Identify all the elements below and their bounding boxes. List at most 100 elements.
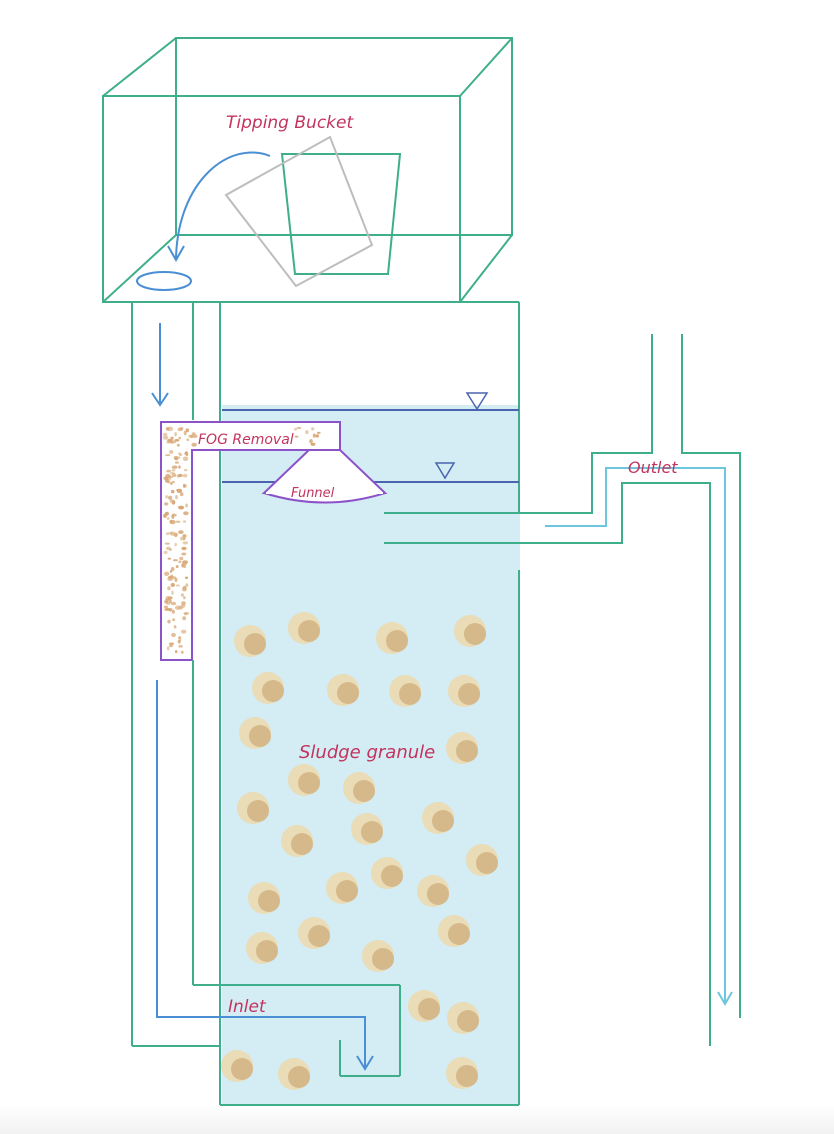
outlet-pipe <box>384 334 741 1046</box>
sludge-granule <box>446 732 478 764</box>
sludge-granule <box>239 717 271 749</box>
fog-particle <box>178 452 181 455</box>
sludge-granule <box>362 940 394 972</box>
sludge-granule <box>351 813 383 845</box>
fog-particles <box>162 426 321 654</box>
outlet-flow-arrow <box>545 467 733 1006</box>
fog-particle <box>179 426 184 430</box>
fog-particle <box>183 430 187 436</box>
fog-particle <box>165 477 172 481</box>
fog-particle <box>182 473 188 478</box>
fog-particle <box>162 432 168 437</box>
fog-particle <box>173 625 177 629</box>
tipping-flow-arrow <box>167 151 271 263</box>
fog-particle <box>168 642 174 646</box>
fog-particle <box>182 520 187 523</box>
fog-particle <box>183 596 186 600</box>
sludge-granule <box>237 792 269 824</box>
fog-particle <box>185 503 188 508</box>
sludge-granule <box>234 625 266 657</box>
fog-particle <box>163 605 169 609</box>
fog-particle <box>181 546 187 551</box>
fog-particle <box>178 436 182 440</box>
fog-particle <box>175 520 181 523</box>
page-footer-band <box>0 1104 834 1134</box>
sludge-granule <box>446 1057 478 1089</box>
sludge-granule <box>326 872 358 904</box>
fog-particle <box>164 571 170 576</box>
sludge-granule <box>371 857 403 889</box>
fog-particle <box>185 428 189 433</box>
fog-particle <box>175 456 181 459</box>
fog-particle <box>173 559 178 562</box>
fog-particle <box>175 495 178 500</box>
fog-particle <box>170 489 175 494</box>
fog-particle <box>164 502 169 506</box>
fog-particle <box>183 511 189 516</box>
inlet-flow-arrow <box>156 680 374 1071</box>
down-flow-arrow <box>151 323 169 407</box>
fog-particle <box>178 560 182 564</box>
sludge-granules <box>221 612 498 1090</box>
fog-particle <box>178 465 181 469</box>
tipping-bucket-label: Tipping Bucket <box>226 113 354 133</box>
fog-particle <box>191 434 198 439</box>
sludge-granule <box>466 844 498 876</box>
fog-particle <box>165 474 171 479</box>
fog-removal-tube <box>160 421 341 661</box>
sludge-granule <box>389 675 421 707</box>
sludge-granule <box>408 990 440 1022</box>
fog-particle <box>175 650 178 654</box>
inlet-label: Inlet <box>228 997 267 1017</box>
fog-particle <box>178 606 184 610</box>
sludge-granule <box>221 1050 253 1082</box>
fog-particle <box>165 532 169 536</box>
sludge-granule <box>448 675 480 707</box>
sludge-granule <box>454 615 486 647</box>
fog-particle <box>174 461 179 464</box>
fog-particle <box>172 618 176 622</box>
fog-particle <box>310 442 316 446</box>
fog-particle <box>169 644 173 648</box>
fog-particle <box>167 438 173 443</box>
sludge-granule <box>376 622 408 654</box>
fog-particle <box>170 441 174 444</box>
fog-particle <box>178 505 184 509</box>
fog-particle <box>168 599 172 604</box>
fog-particle <box>312 433 316 438</box>
sludge-granule-label: Sludge granule <box>299 742 435 763</box>
fog-particle <box>171 465 178 469</box>
fog-particle <box>183 612 190 615</box>
sludge-granule <box>327 674 359 706</box>
funnel <box>261 449 388 504</box>
sludge-granule <box>246 932 278 964</box>
sludge-granule <box>248 882 280 914</box>
fog-particle <box>294 427 297 431</box>
fog-particle <box>173 532 178 537</box>
fog-particle <box>174 432 177 437</box>
fog-particle <box>165 427 170 431</box>
fog-particle <box>171 590 174 595</box>
fog-particle <box>178 644 183 648</box>
fog-particle <box>311 427 315 431</box>
fog-particle <box>317 431 321 434</box>
fog-particle <box>164 607 171 611</box>
fog-particle <box>179 492 184 497</box>
fog-particle <box>184 451 189 456</box>
fog-particle <box>168 596 173 600</box>
fog-particle <box>182 616 187 621</box>
fog-particle <box>165 495 169 499</box>
sludge-granule <box>281 825 313 857</box>
fog-particle <box>180 593 185 597</box>
fog-particle <box>309 439 313 444</box>
fog-particle <box>176 443 180 447</box>
fog-particle <box>177 639 181 644</box>
fog-particle <box>166 646 170 651</box>
fog-particle <box>170 582 175 587</box>
fog-particle <box>179 556 184 561</box>
fog-particle <box>169 482 173 485</box>
fog-particle <box>167 480 171 484</box>
fog-particle <box>184 576 189 580</box>
fog-particle <box>315 434 320 438</box>
